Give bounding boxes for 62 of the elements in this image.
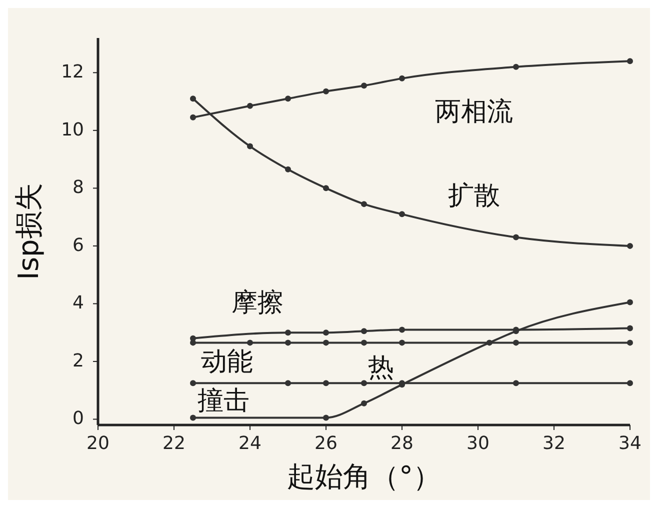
point [247,143,253,150]
point [399,326,405,333]
point [513,380,519,386]
point [285,380,291,386]
point [323,88,329,94]
point [361,380,367,386]
point [361,400,367,406]
point [627,299,633,306]
x-tick-label: 20 [86,433,110,454]
point [361,82,367,89]
x-tick-label: 24 [238,433,262,454]
point [513,340,519,346]
point [399,340,405,346]
x-tick-label: 26 [314,433,338,454]
point [627,325,633,332]
y-tick-label: 2 [72,350,84,372]
point [190,114,196,120]
point [247,102,253,109]
point [285,96,291,102]
point [285,166,291,172]
point [361,201,367,208]
point [323,380,329,386]
point [513,234,519,240]
point [285,340,291,346]
x-tick-label: 30 [466,433,490,454]
series-label: 撞击 [197,386,250,416]
series-label: 摩擦 [232,288,284,318]
point [627,58,633,64]
series-label: 动能 [201,347,254,378]
point [190,96,196,102]
y-tick-label: 4 [72,292,84,314]
point [399,75,405,82]
point [513,64,519,70]
point [399,211,405,218]
point [323,414,329,421]
point [486,340,492,346]
y-tick-label: 8 [72,177,84,198]
point [323,185,329,192]
x-tick-label: 28 [390,433,414,454]
point [627,380,633,386]
series-label: 两相流 [435,97,514,128]
series-label: 扩散 [448,180,500,211]
point [190,380,196,386]
y-axis-title: Isp损失 [12,183,45,280]
y-tick-label: 6 [72,234,84,256]
x-tick-label: 32 [542,433,566,454]
y-tick-label: 0 [72,408,84,430]
x-tick-label: 34 [618,433,642,454]
point [361,328,367,334]
point [361,340,367,346]
point [285,330,291,336]
point [627,340,633,346]
x-tick-label: 22 [162,433,186,454]
series-label: 热 [368,352,394,383]
point [247,340,253,346]
point [627,242,633,249]
point [323,330,329,336]
point [190,414,196,421]
y-tick-label: 12 [61,62,84,83]
x-axis-title: 起始角（°） [287,460,441,493]
y-tick-label: 10 [61,119,84,140]
point [323,340,329,346]
